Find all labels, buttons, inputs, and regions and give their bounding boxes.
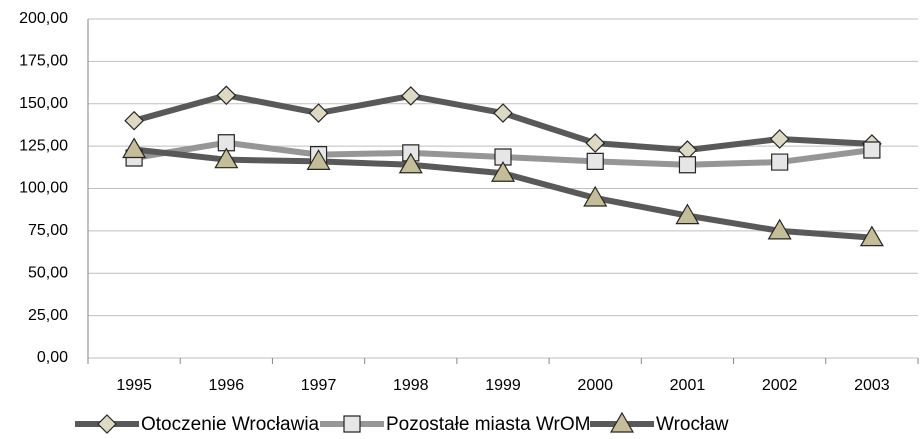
data-point xyxy=(217,134,235,152)
y-tick-label: 125,00 xyxy=(19,137,68,154)
legend-label: Otoczenie Wrocławia xyxy=(141,414,320,435)
y-tick-label: 50,00 xyxy=(28,264,68,281)
data-point xyxy=(678,156,697,174)
x-tick-label: 1996 xyxy=(209,377,245,394)
x-tick-label: 1995 xyxy=(116,377,152,394)
y-tick-label: 200,00 xyxy=(19,10,68,27)
data-point xyxy=(216,85,237,106)
legend-label: Pozostałe miasta WrOM xyxy=(386,414,590,435)
x-tick-label: 2000 xyxy=(577,377,613,394)
data-point xyxy=(124,110,144,131)
y-tick-label: 100,00 xyxy=(19,180,68,197)
y-tick-label: 150,00 xyxy=(19,95,68,112)
data-point xyxy=(122,137,147,159)
data-point xyxy=(308,103,329,123)
legend-marker xyxy=(97,414,117,434)
data-point xyxy=(771,153,789,171)
legend-marker xyxy=(343,415,361,433)
legend-marker xyxy=(609,411,635,433)
y-tick-label: 25,00 xyxy=(28,307,68,324)
data-point xyxy=(494,148,512,166)
data-point xyxy=(490,161,516,182)
data-point xyxy=(214,147,239,169)
x-tick-label: 1999 xyxy=(485,377,521,394)
y-tick-label: 175,00 xyxy=(19,53,68,70)
x-tick-label: 1998 xyxy=(393,377,429,394)
data-point xyxy=(306,149,331,170)
data-point xyxy=(675,203,700,225)
x-tick-label: 1997 xyxy=(301,377,337,394)
data-point xyxy=(585,133,606,153)
x-tick-label: 2001 xyxy=(670,377,706,394)
y-tick-label: 75,00 xyxy=(28,222,68,239)
x-tick-label: 2002 xyxy=(762,377,798,394)
legend-label: Wrocław xyxy=(656,414,729,435)
x-tick-label: 2003 xyxy=(854,377,890,394)
data-point xyxy=(863,141,881,159)
data-point xyxy=(769,129,790,149)
y-tick-label: 0,00 xyxy=(37,349,68,366)
data-point xyxy=(767,218,792,240)
data-point xyxy=(400,86,421,106)
data-point xyxy=(586,152,604,170)
data-point xyxy=(859,225,884,247)
data-point xyxy=(493,103,513,123)
data-point xyxy=(398,152,423,174)
data-point xyxy=(583,185,608,207)
